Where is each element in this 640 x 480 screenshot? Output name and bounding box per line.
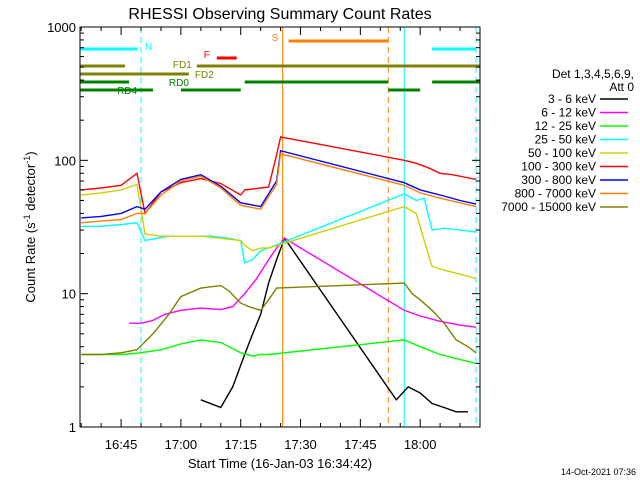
series-line-7: [81, 149, 477, 219]
annotation-f-label: F: [204, 50, 210, 61]
series-line-9: [81, 282, 477, 356]
x-tick-label: 16:45: [105, 437, 138, 452]
series-line-6: [81, 136, 477, 216]
y-axis-label-unit: detector: [23, 163, 38, 214]
chart-title: RHESSI Observing Summary Count Rates: [128, 6, 431, 23]
y-axis-label-exponent: -1: [22, 214, 32, 222]
x-axis-label: Start Time (16-Jan-03 16:34:42): [188, 456, 372, 471]
annotation-s-label: S: [272, 33, 279, 44]
series-line-2: [129, 237, 477, 328]
legend-label-1: 3 - 6 keV: [548, 92, 596, 106]
series-line-3: [81, 339, 477, 365]
y-tick-label: 10: [62, 287, 76, 302]
annotation-fd1-label: FD1: [173, 60, 192, 71]
y-tick-label: 100: [54, 153, 76, 168]
x-tick-label: 17:45: [344, 437, 377, 452]
annotation-n-label: N: [145, 42, 152, 53]
y-axis-label-main: Count Rate (s: [23, 222, 38, 303]
y-tick-label: 1: [69, 420, 76, 435]
legend-label-4: 25 - 50 keV: [535, 133, 596, 147]
x-tick-label: 17:15: [224, 437, 257, 452]
axes: 1 10 100 1000 16:45 17:00 17:15 17:30 17:45 18:00: [47, 20, 481, 452]
legend-label-3: 12 - 25 keV: [535, 119, 596, 133]
legend-label-8: 800 - 7000 keV: [515, 187, 596, 201]
x-tick-label: 18:00: [404, 437, 437, 452]
series-line-1: [200, 236, 468, 413]
annotation-rd0-label: RD0: [169, 78, 189, 89]
y-axis-label-exponent-2: -1: [22, 156, 32, 164]
y-tick-label: 1000: [47, 20, 76, 35]
legend-label-7: 300 - 800 keV: [521, 173, 596, 187]
series-line-5: [81, 183, 477, 280]
y-axis-label-close: ): [23, 151, 38, 155]
legend-header-line-1: Det 1,3,4,5,6,9,: [552, 67, 634, 81]
legend-label-6: 100 - 300 keV: [521, 160, 596, 174]
legend-label-5: 50 - 100 keV: [528, 146, 596, 160]
annotation-rd4-label: RD4: [117, 86, 137, 97]
annotation-fd2-label: FD2: [195, 70, 214, 81]
y-axis-label: Count Rate (s-1 detector-1): [22, 151, 38, 302]
legend-header-line-2: Att 0: [609, 80, 634, 94]
series-line-8: [81, 152, 477, 224]
plot-frame: [79, 26, 481, 428]
x-tick-label: 17:00: [165, 437, 198, 452]
generation-timestamp: 14-Oct-2021 07:36: [561, 467, 636, 477]
legend-label-9: 7000 - 15000 keV: [501, 200, 596, 214]
x-tick-label: 17:30: [284, 437, 317, 452]
legend-label-2: 6 - 12 keV: [541, 106, 596, 120]
